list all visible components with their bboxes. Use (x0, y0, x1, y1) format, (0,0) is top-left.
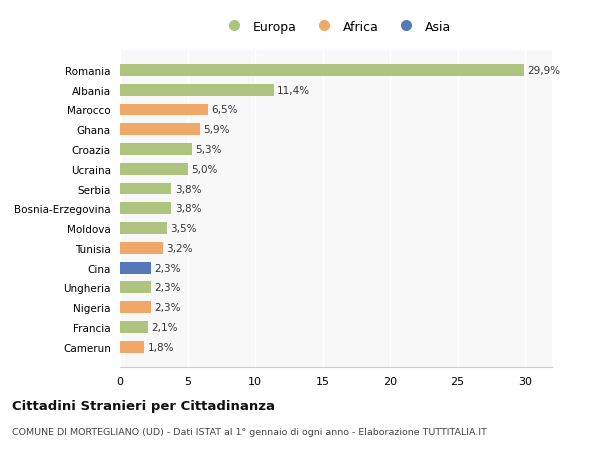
Bar (120, 65, 524, 77)
Bar (120, 163, 187, 175)
Bar (120, 144, 191, 156)
Text: 3,8%: 3,8% (175, 204, 201, 214)
Text: 2,3%: 2,3% (154, 263, 181, 273)
Bar (120, 183, 172, 195)
Bar (120, 302, 151, 313)
Text: 5,9%: 5,9% (203, 125, 230, 135)
Bar (120, 321, 148, 333)
Bar (120, 124, 200, 136)
Bar (120, 262, 151, 274)
Bar (120, 104, 208, 116)
Text: Cittadini Stranieri per Cittadinanza: Cittadini Stranieri per Cittadinanza (12, 399, 275, 412)
Text: 29,9%: 29,9% (527, 66, 560, 76)
Bar (120, 223, 167, 235)
Bar (120, 242, 163, 254)
Text: 6,5%: 6,5% (211, 105, 238, 115)
Text: 2,3%: 2,3% (154, 302, 181, 313)
Bar (120, 203, 172, 215)
Text: 5,3%: 5,3% (195, 145, 221, 155)
Text: 1,8%: 1,8% (148, 342, 174, 352)
Text: COMUNE DI MORTEGLIANO (UD) - Dati ISTAT al 1° gennaio di ogni anno - Elaborazion: COMUNE DI MORTEGLIANO (UD) - Dati ISTAT … (12, 427, 487, 436)
Text: 3,5%: 3,5% (170, 224, 197, 234)
Bar (120, 341, 145, 353)
Text: 3,2%: 3,2% (167, 243, 193, 253)
Text: 11,4%: 11,4% (277, 85, 310, 95)
Text: 3,8%: 3,8% (175, 184, 201, 194)
Text: 2,1%: 2,1% (152, 322, 178, 332)
Bar (120, 282, 151, 294)
Text: 2,3%: 2,3% (154, 283, 181, 293)
Bar (120, 84, 274, 96)
Text: 5,0%: 5,0% (191, 164, 217, 174)
Legend: Europa, Africa, Asia: Europa, Africa, Asia (216, 16, 456, 39)
